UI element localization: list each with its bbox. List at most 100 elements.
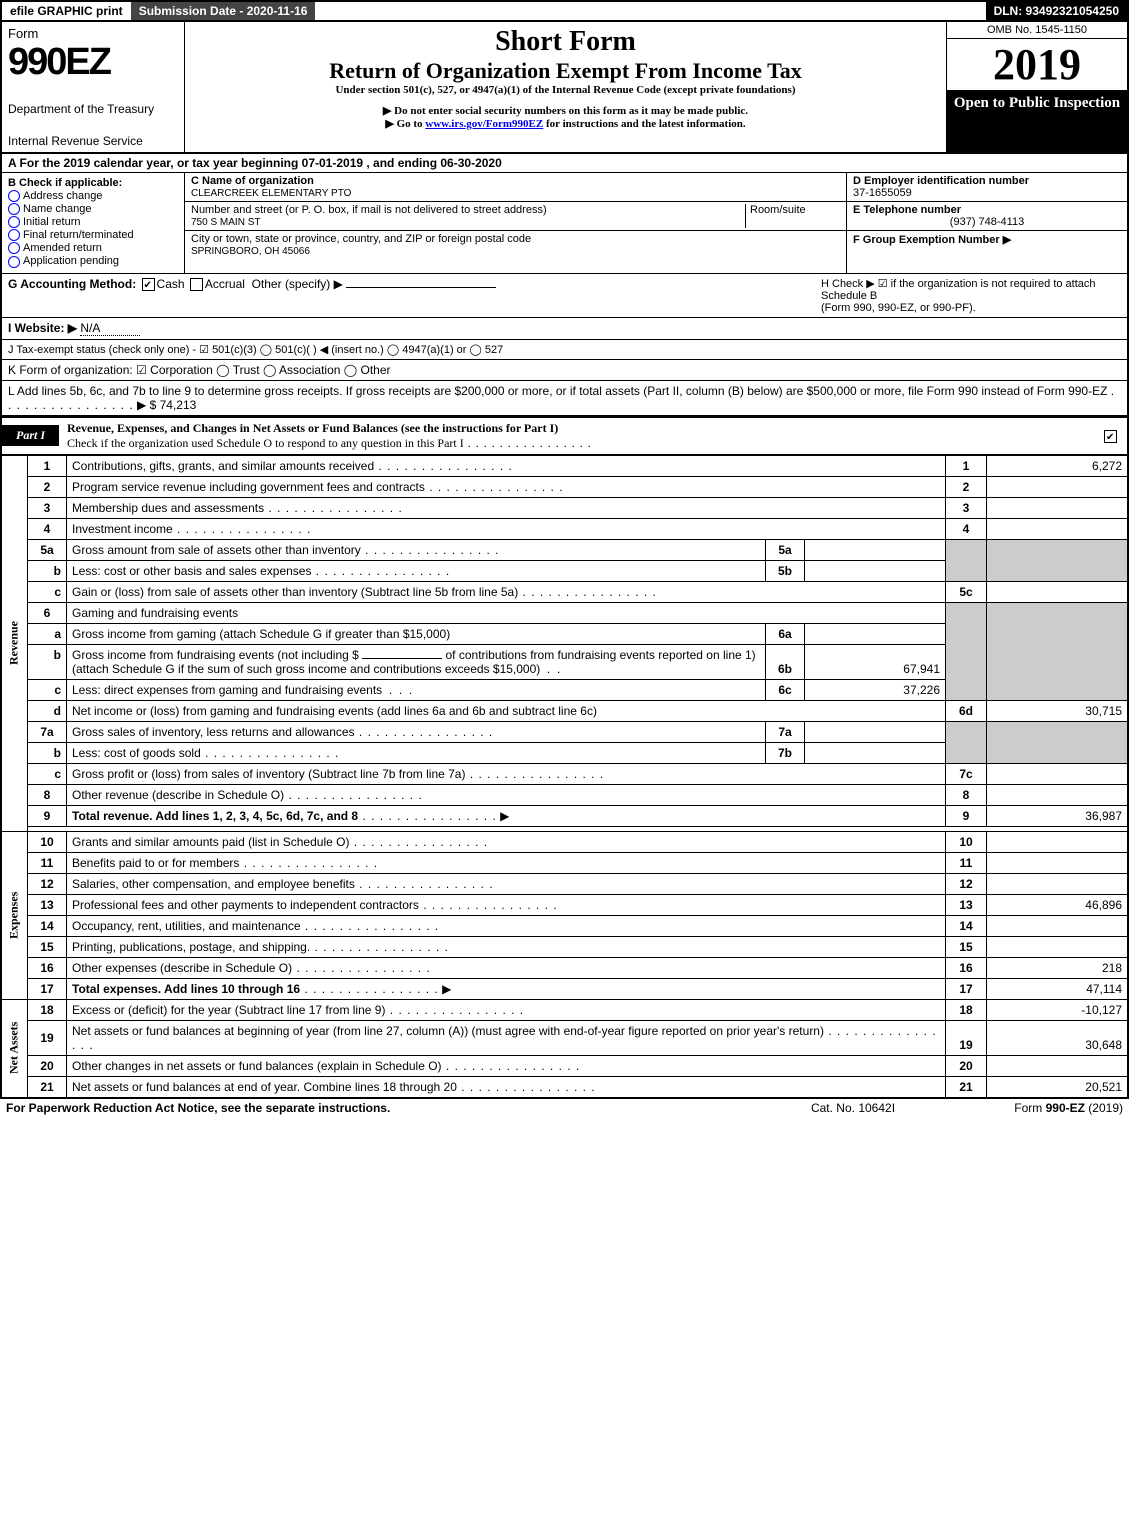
box-20: 20 (946, 1055, 987, 1076)
opt-final-return[interactable]: Final return/terminated (8, 229, 178, 241)
input-6b-blank[interactable] (362, 658, 442, 659)
desc-19: Net assets or fund balances at beginning… (67, 1020, 946, 1055)
row-l-gross-receipts: L Add lines 5b, 6c, and 7b to line 9 to … (0, 381, 1129, 417)
h-schedule-b: H Check ▶ ☑ if the organization is not r… (811, 277, 1121, 314)
opt-address-change[interactable]: Address change (8, 190, 178, 202)
desc-20: Other changes in net assets or fund bala… (67, 1055, 946, 1076)
cell-address: Number and street (or P. O. box, if mail… (185, 202, 846, 231)
desc-8: Other revenue (describe in Schedule O) (67, 784, 946, 805)
col-b-checkboxes: B Check if applicable: Address change Na… (2, 173, 185, 273)
val-21: 20,521 (987, 1076, 1129, 1097)
desc-9: Total revenue. Add lines 1, 2, 3, 4, 5c,… (67, 805, 946, 826)
desc-6a: Gross income from gaming (attach Schedul… (67, 623, 766, 644)
b-label: B Check if applicable: (8, 177, 178, 189)
ln-19: 19 (28, 1020, 67, 1055)
line-a-tax-year: A For the 2019 calendar year, or tax yea… (0, 154, 1129, 173)
desc-16: Other expenses (describe in Schedule O) (67, 957, 946, 978)
box-4: 4 (946, 518, 987, 539)
g-other: Other (specify) ▶ (252, 277, 343, 291)
i-label: I Website: ▶ (8, 321, 77, 335)
opt-initial-return[interactable]: Initial return (8, 216, 178, 228)
open-to-public: Open to Public Inspection (947, 91, 1127, 152)
box-5c: 5c (946, 581, 987, 602)
val-10 (987, 831, 1129, 852)
ln-5c: c (28, 581, 67, 602)
cell-phone: E Telephone number (937) 748-4113 (847, 202, 1127, 231)
midval-5a (805, 539, 946, 560)
goto-pre: ▶ Go to (385, 118, 425, 130)
part-1-checkbox[interactable] (1094, 426, 1127, 444)
box-10: 10 (946, 831, 987, 852)
box-6d: 6d (946, 700, 987, 721)
dept-irs: Internal Revenue Service (8, 134, 178, 148)
j-content: J Tax-exempt status (check only one) - ☑… (8, 343, 1121, 356)
val-13: 46,896 (987, 894, 1129, 915)
shadeval-5ab (987, 539, 1129, 581)
midval-5b (805, 560, 946, 581)
org-name: CLEARCREEK ELEMENTARY PTO (191, 188, 351, 199)
box-19: 19 (946, 1020, 987, 1055)
ln-1: 1 (28, 455, 67, 476)
val-11 (987, 852, 1129, 873)
efile-label[interactable]: efile GRAPHIC print (2, 2, 131, 20)
box-14: 14 (946, 915, 987, 936)
row-g-h: G Accounting Method: Cash Accrual Other … (0, 274, 1129, 318)
desc-6c: Less: direct expenses from gaming and fu… (67, 679, 766, 700)
shade-5ab (946, 539, 987, 581)
ln-7a: 7a (28, 721, 67, 742)
box-2: 2 (946, 476, 987, 497)
desc-12: Salaries, other compensation, and employ… (67, 873, 946, 894)
mid-5a: 5a (766, 539, 805, 560)
box-16: 16 (946, 957, 987, 978)
opt-name-change[interactable]: Name change (8, 203, 178, 215)
ln-10: 10 (28, 831, 67, 852)
row-k-form-org: K Form of organization: ☑ Corporation ◯ … (0, 360, 1129, 381)
spacer (315, 2, 985, 20)
ln-21: 21 (28, 1076, 67, 1097)
midval-7a (805, 721, 946, 742)
chk-accrual[interactable] (190, 278, 203, 291)
g-accrual: Accrual (205, 277, 245, 291)
opt-application-pending-label: Application pending (23, 255, 119, 267)
val-19: 30,648 (987, 1020, 1129, 1055)
irs-link[interactable]: www.irs.gov/Form990EZ (425, 118, 543, 130)
footer-form-id: Form 990-EZ (2019) (943, 1101, 1123, 1115)
ln-14: 14 (28, 915, 67, 936)
under-section: Under section 501(c), 527, or 4947(a)(1)… (191, 84, 940, 96)
box-15: 15 (946, 936, 987, 957)
desc-5c: Gain or (loss) from sale of assets other… (67, 581, 946, 602)
val-3 (987, 497, 1129, 518)
ln-4: 4 (28, 518, 67, 539)
desc-10: Grants and similar amounts paid (list in… (67, 831, 946, 852)
ln-5b: b (28, 560, 67, 581)
subtitle: Return of Organization Exempt From Incom… (191, 58, 940, 84)
g-other-input[interactable] (346, 287, 496, 288)
ln-9: 9 (28, 805, 67, 826)
ln-6d: d (28, 700, 67, 721)
g-label: G Accounting Method: (8, 277, 136, 291)
chk-cash[interactable] (142, 278, 155, 291)
ln-18: 18 (28, 999, 67, 1020)
box-11: 11 (946, 852, 987, 873)
part-1-header: Part I Revenue, Expenses, and Changes in… (0, 417, 1129, 455)
opt-application-pending[interactable]: Application pending (8, 255, 178, 267)
ln-7c: c (28, 763, 67, 784)
ln-3: 3 (28, 497, 67, 518)
part-1-check-text: Check if the organization used Schedule … (67, 436, 464, 450)
desc-5b: Less: cost or other basis and sales expe… (67, 560, 766, 581)
opt-name-change-label: Name change (23, 203, 92, 215)
g-cash: Cash (157, 277, 185, 291)
midval-7b (805, 742, 946, 763)
city-label: City or town, state or province, country… (191, 233, 531, 245)
dept-treasury: Department of the Treasury (8, 102, 178, 116)
box-8: 8 (946, 784, 987, 805)
ssn-warning: ▶ Do not enter social security numbers o… (191, 104, 940, 117)
opt-amended-return[interactable]: Amended return (8, 242, 178, 254)
ln-7b: b (28, 742, 67, 763)
box-13: 13 (946, 894, 987, 915)
form-number: 990EZ (8, 41, 178, 84)
header-center: Short Form Return of Organization Exempt… (185, 22, 946, 152)
d-label: D Employer identification number (853, 175, 1029, 187)
shadeval-6 (987, 602, 1129, 700)
desc-21: Net assets or fund balances at end of ye… (67, 1076, 946, 1097)
